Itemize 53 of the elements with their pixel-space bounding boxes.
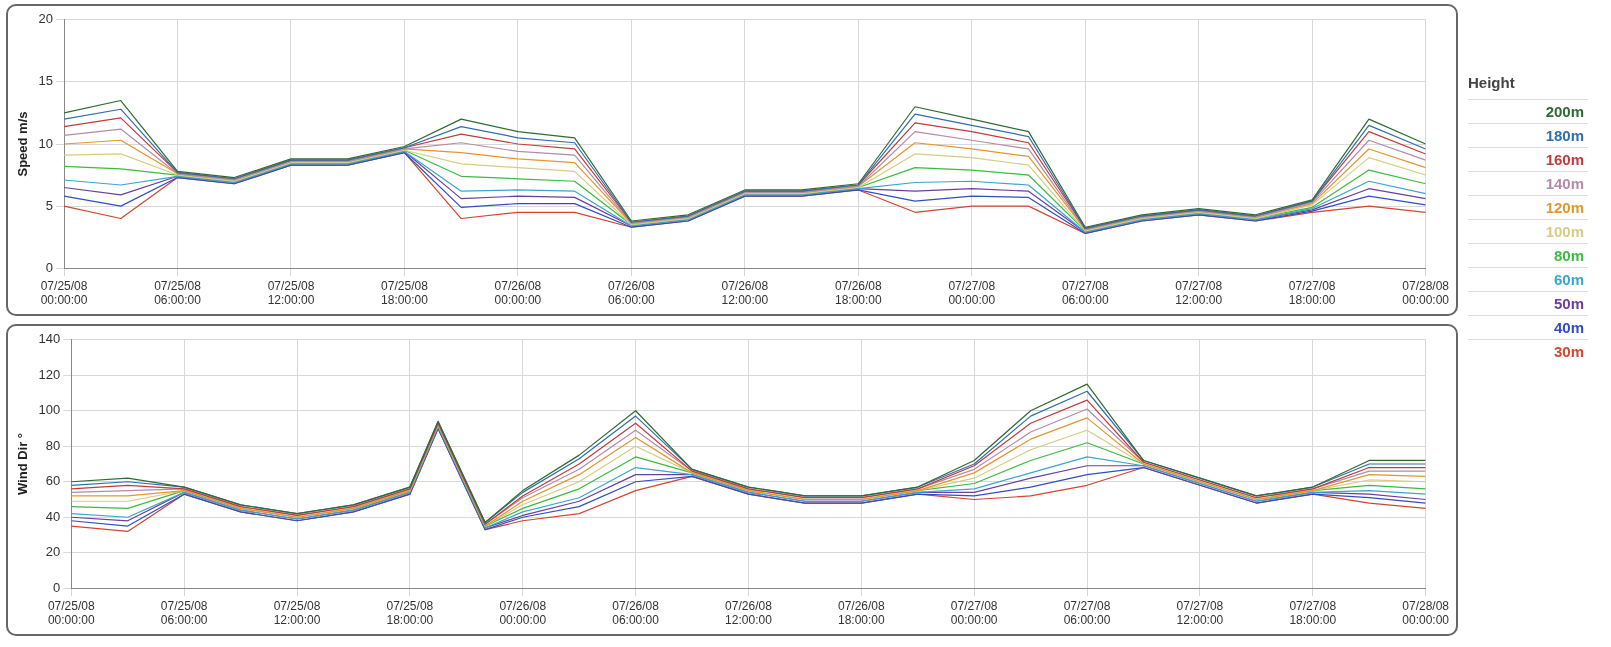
text: 120m — [1468, 195, 1588, 219]
y-tick-label: 40 — [45, 508, 61, 524]
y-tick-label: 120 — [38, 366, 61, 382]
x-tick-label: 07/25/08 00:00:00 — [47, 598, 95, 628]
text: 80m — [1468, 243, 1588, 267]
x-tick-label: 07/26/08 18:00:00 — [837, 598, 886, 628]
y-tick-label: 20 — [45, 544, 61, 560]
x-tick-label: 07/27/08 06:00:00 — [1061, 278, 1109, 308]
text: 100m — [1468, 219, 1588, 243]
x-tick-label: 07/26/08 12:00:00 — [725, 598, 773, 628]
y-tick-label: 100 — [38, 402, 61, 418]
y-tick-label: 20 — [38, 11, 54, 27]
y-tick-label: 0 — [45, 259, 54, 275]
x-tick-label: 07/27/08 12:00:00 — [1175, 278, 1223, 308]
y-tick-label: 10 — [38, 135, 54, 151]
text: 180m — [1468, 123, 1588, 147]
x-tick-label: 07/28/08 00:00:00 — [1402, 598, 1450, 628]
y-tick-label: 60 — [45, 473, 61, 489]
x-tick-label: 07/25/08 06:00:00 — [154, 278, 202, 308]
text: 160m — [1468, 147, 1588, 171]
x-tick-label: 07/26/08 00:00:00 — [494, 278, 542, 308]
x-tick-label: 07/25/08 18:00:00 — [381, 278, 429, 308]
x-tick-label: 07/26/08 12:00:00 — [721, 278, 769, 308]
x-tick-label: 07/27/08 12:00:00 — [1176, 598, 1224, 628]
y-tick-label: 5 — [45, 197, 54, 213]
legend-title: Height — [1468, 74, 1516, 91]
x-tick-label: 07/25/08 00:00:00 — [40, 278, 88, 308]
x-tick-label: 07/25/08 18:00:00 — [386, 598, 434, 628]
text: 140m — [1468, 171, 1588, 195]
text: 50m — [1468, 291, 1588, 315]
text: 40m — [1468, 315, 1588, 339]
y-tick-label: 80 — [45, 437, 61, 453]
text: 60m — [1468, 267, 1588, 291]
x-tick-label: 07/25/08 06:00:00 — [160, 598, 208, 628]
x-tick-label: 07/28/08 00:00:00 — [1402, 278, 1450, 308]
x-tick-label: 07/27/08 06:00:00 — [1063, 598, 1111, 628]
x-tick-label: 07/26/08 06:00:00 — [612, 598, 660, 628]
x-tick-label: 07/27/08 18:00:00 — [1288, 278, 1336, 308]
x-tick-label: 07/26/08 18:00:00 — [834, 278, 882, 308]
x-tick-label: 07/26/08 06:00:00 — [608, 278, 656, 308]
y-tick-label: 15 — [38, 73, 54, 89]
x-tick-label: 07/27/08 00:00:00 — [948, 278, 996, 308]
text: 30m — [1468, 339, 1588, 363]
x-tick-label: 07/25/08 12:00:00 — [267, 278, 315, 308]
x-tick-label: 07/26/08 00:00:00 — [499, 598, 547, 628]
y-axis-title: Speed m/s — [15, 111, 31, 177]
x-tick-label: 07/25/08 12:00:00 — [273, 598, 321, 628]
y-axis-title: Wind Dir ° — [15, 432, 31, 496]
x-tick-label: 07/27/08 00:00:00 — [950, 598, 998, 628]
y-tick-label: 140 — [38, 331, 61, 347]
y-tick-label: 0 — [53, 579, 61, 595]
text: 200m — [1468, 99, 1588, 123]
x-tick-label: 07/27/08 18:00:00 — [1289, 598, 1337, 628]
